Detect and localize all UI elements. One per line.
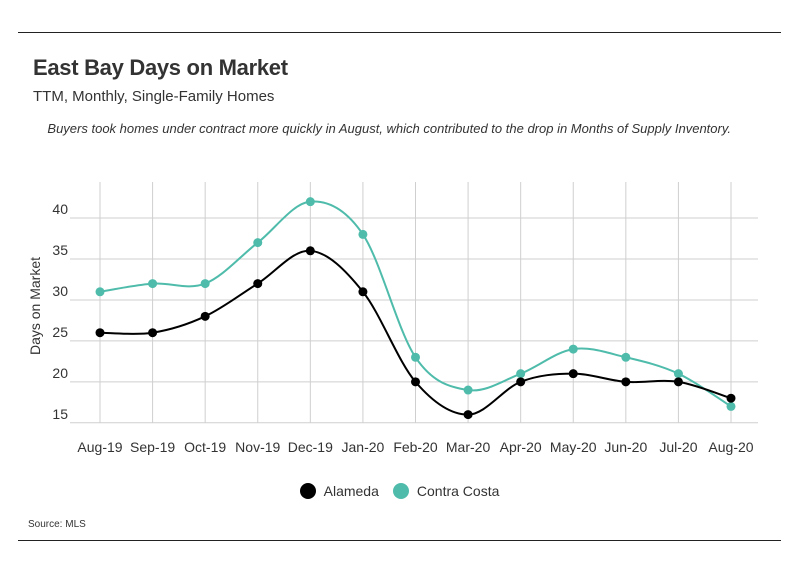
x-tick-label: Sep-19: [130, 439, 175, 455]
top-rule: [18, 32, 781, 33]
chart-note: Buyers took homes under contract more qu…: [47, 121, 731, 136]
legend-swatch-alameda: [299, 483, 316, 499]
data-point-alameda: [463, 410, 473, 420]
source-note: Source: MLS: [28, 519, 86, 530]
data-point-alameda: [516, 377, 526, 387]
data-point-alameda: [95, 328, 105, 338]
y-tick-label: 15: [52, 406, 68, 422]
data-point-alameda: [253, 279, 263, 289]
y-tick-label: 40: [52, 201, 68, 217]
chart-title: East Bay Days on Market: [33, 55, 288, 80]
data-point-contra-costa: [411, 352, 420, 362]
data-point-contra-costa: [726, 401, 736, 411]
bottom-rule: [18, 540, 781, 541]
legend-item-contra-costa: Contra Costa: [392, 483, 500, 499]
data-point-alameda: [673, 377, 683, 387]
x-tick-label: Mar-20: [446, 439, 491, 455]
data-point-contra-costa: [463, 385, 473, 395]
y-axis-ticks: 15 20 25 30 35 40: [52, 201, 68, 422]
data-point-contra-costa: [305, 197, 315, 207]
data-point-contra-costa: [673, 369, 683, 379]
data-point-alameda: [726, 393, 736, 403]
x-tick-label: Oct-19: [184, 439, 226, 455]
data-point-alameda: [148, 328, 158, 338]
x-tick-label: Jan-20: [342, 439, 385, 455]
grid: [70, 182, 758, 424]
x-tick-label: Jun-20: [604, 439, 647, 455]
y-tick-label: 25: [52, 324, 68, 340]
legend-item-alameda: Alameda: [299, 483, 379, 499]
x-tick-label: May-20: [550, 439, 597, 455]
x-tick-label: Aug-20: [708, 439, 753, 455]
x-tick-label: Nov-19: [235, 439, 280, 455]
data-point-alameda: [200, 311, 210, 321]
data-point-alameda: [411, 377, 420, 387]
data-point-contra-costa: [95, 287, 105, 297]
data-point-contra-costa: [516, 369, 526, 379]
x-tick-label: Dec-19: [288, 439, 333, 455]
data-point-alameda: [305, 246, 315, 256]
data-point-alameda: [358, 287, 368, 297]
y-tick-label: 35: [52, 242, 68, 258]
y-axis-label: Days on Market: [27, 257, 43, 355]
data-point-contra-costa: [200, 279, 210, 289]
legend-label-contra-costa: Contra Costa: [416, 483, 500, 499]
data-point-contra-costa: [253, 238, 263, 248]
legend-label-alameda: Alameda: [323, 483, 379, 499]
legend: Alameda Contra Costa: [0, 483, 799, 499]
data-point-contra-costa: [358, 229, 368, 239]
data-point-contra-costa: [148, 279, 158, 289]
x-tick-label: Aug-19: [77, 439, 122, 455]
x-tick-label: Jul-20: [659, 439, 697, 455]
y-tick-label: 20: [52, 365, 68, 381]
legend-swatch-contra-costa: [392, 483, 409, 499]
data-point-contra-costa: [568, 344, 578, 354]
x-tick-label: Apr-20: [500, 439, 542, 455]
chart-subtitle: TTM, Monthly, Single-Family Homes: [33, 88, 275, 105]
data-point-alameda: [621, 377, 631, 387]
y-tick-label: 30: [52, 283, 68, 299]
data-point-contra-costa: [621, 352, 631, 362]
x-axis-ticks: Aug-19 Sep-19 Oct-19 Nov-19 Dec-19 Jan-20 Feb-…: [77, 439, 753, 455]
x-tick-label: Feb-20: [393, 439, 438, 455]
data-point-alameda: [568, 369, 578, 379]
series-group: [95, 197, 736, 420]
